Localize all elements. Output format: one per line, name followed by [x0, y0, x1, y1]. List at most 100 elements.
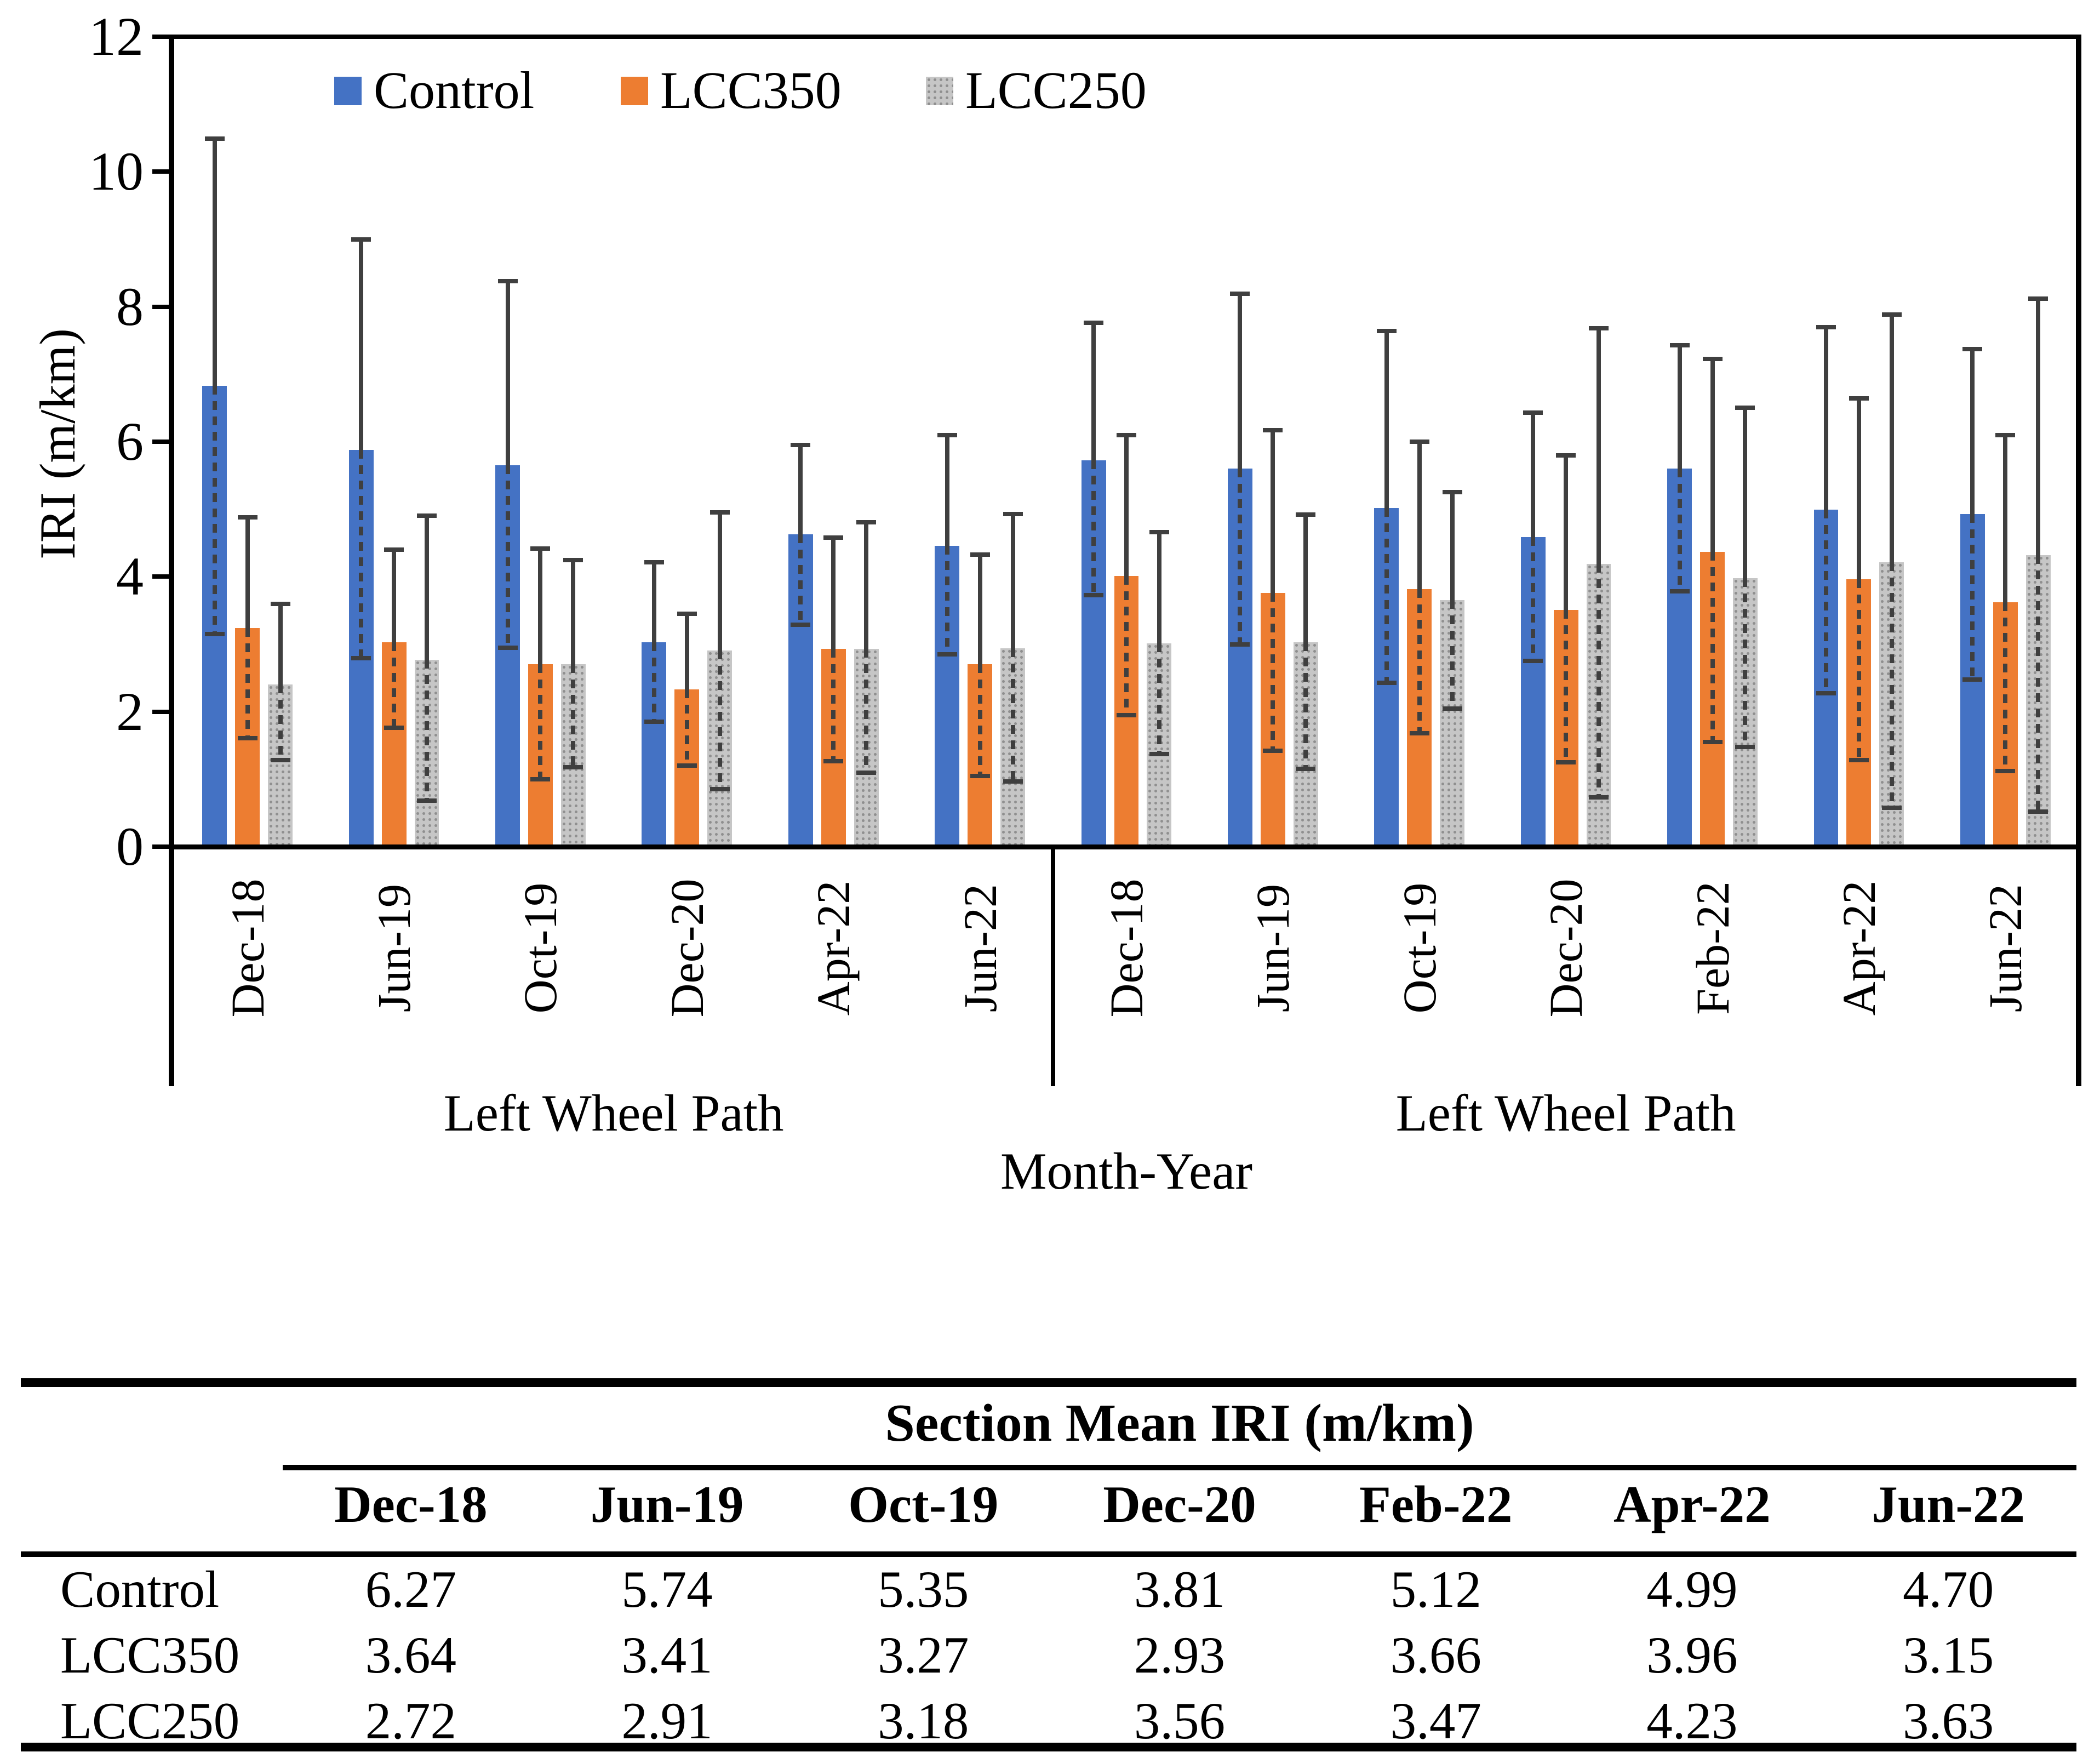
y-tick-label: 12 — [89, 6, 144, 67]
x-category-label-dec-18-s1: Dec-18 — [1100, 878, 1153, 1018]
error-bar-line-dashed — [538, 664, 543, 779]
error-bar-cap-bottom — [2028, 809, 2048, 814]
error-bar-line-dashed — [245, 627, 250, 738]
error-bar-line-dashed — [1597, 563, 1601, 798]
error-bar-cap-top — [791, 443, 811, 448]
error-bar-line — [1710, 358, 1715, 552]
error-bar-line-dashed — [212, 385, 217, 635]
error-bar-cap-bottom — [1442, 706, 1462, 711]
error-bar-cap-bottom — [1149, 752, 1169, 757]
error-bar-cap-top — [1296, 512, 1316, 517]
table-cell-lcc350-oct-19: 3.27 — [878, 1626, 969, 1684]
error-bar-line-dashed — [1010, 648, 1015, 781]
error-bar-line-dashed — [2036, 555, 2041, 812]
error-bar-line-dashed — [798, 534, 803, 625]
error-bar-cap-bottom — [677, 763, 697, 768]
error-bar-line-dashed — [1856, 579, 1861, 761]
error-bar-line — [571, 560, 576, 665]
error-bar-line — [1889, 315, 1894, 563]
error-bar-cap-top — [1117, 432, 1136, 437]
table-cell-control-apr-22: 4.99 — [1646, 1560, 1738, 1618]
bar-lcc250-s0-oct-19 — [560, 664, 586, 847]
error-bar-cap-bottom — [384, 726, 404, 731]
table-cell-control-oct-19: 5.35 — [878, 1560, 969, 1618]
error-bar-cap-bottom — [1523, 659, 1543, 664]
error-bar-line-dashed — [864, 649, 869, 773]
x-category-label-jun-22-s0: Jun-22 — [953, 883, 1006, 1013]
error-bar-line — [1743, 408, 1748, 578]
error-bar-cap-top — [1556, 453, 1576, 458]
error-bar-cap-bottom — [937, 652, 957, 657]
error-bar-cap-bottom — [1117, 712, 1136, 717]
error-bar-cap-bottom — [1962, 677, 1983, 682]
x-category-label-jun-19-s0: Jun-19 — [368, 883, 421, 1013]
error-bar-line-dashed — [1677, 469, 1682, 592]
error-bar-line — [945, 435, 949, 546]
error-bar-line — [1010, 513, 1015, 648]
plot-top-border — [169, 35, 2081, 39]
error-bar-cap-top — [416, 513, 437, 518]
table-row-label-control: Control — [60, 1560, 220, 1618]
error-bar-line-dashed — [359, 449, 364, 659]
error-bar-line — [505, 281, 510, 466]
error-bar-line — [1124, 435, 1129, 577]
error-bar-line — [1856, 398, 1861, 580]
x-category-label-dec-20-s1: Dec-20 — [1540, 878, 1593, 1018]
error-bar-cap-bottom — [1849, 758, 1869, 763]
error-bar-line-dashed — [717, 650, 722, 790]
table-row-label-lcc250: LCC250 — [60, 1692, 240, 1750]
error-bar-line — [1970, 349, 1975, 514]
bar-lcc250-s1-feb-22 — [1732, 578, 1758, 847]
error-bar-cap-bottom — [530, 777, 551, 781]
error-bar-line-dashed — [1303, 642, 1308, 769]
error-bar-line — [424, 516, 429, 660]
section-label-0: Left Wheel Path — [443, 1084, 784, 1142]
error-bar-cap-bottom — [1376, 680, 1397, 685]
error-bar-line — [1677, 345, 1682, 469]
table-cell-lcc350-dec-20: 2.93 — [1134, 1626, 1226, 1684]
table-cell-control-feb-22: 5.12 — [1390, 1560, 1481, 1618]
error-bar-cap-bottom — [1816, 691, 1836, 696]
legend-label-lcc350: LCC350 — [660, 61, 842, 119]
error-bar-line — [2036, 298, 2041, 555]
error-bar-line-dashed — [1157, 643, 1161, 755]
error-bar-line — [1271, 430, 1275, 593]
error-bar-cap-bottom — [497, 645, 518, 650]
table-row-label-lcc350: LCC350 — [60, 1626, 240, 1684]
table-cell-lcc250-jun-19: 2.91 — [621, 1692, 713, 1750]
error-bar-cap-bottom — [1296, 767, 1316, 772]
error-bar-cap-bottom — [1589, 795, 1609, 800]
error-bar-line — [831, 537, 836, 649]
error-bar-line-dashed — [424, 659, 429, 801]
x-category-label-apr-22-s0: Apr-22 — [807, 880, 860, 1016]
error-bar-cap-top — [937, 432, 957, 437]
error-bar-cap-top — [497, 278, 518, 283]
error-bar-line-dashed — [1970, 513, 1975, 680]
error-bar-line — [977, 554, 982, 665]
error-bar-line — [1597, 328, 1601, 564]
table-bottom-rule — [21, 1743, 2076, 1751]
table-cell-control-dec-18: 6.27 — [365, 1560, 456, 1618]
error-bar-line — [538, 548, 543, 665]
table-col-header-apr-22: Apr-22 — [1613, 1475, 1771, 1533]
error-bar-line-dashed — [977, 664, 982, 776]
error-bar-line-dashed — [505, 465, 510, 648]
table-col-header-feb-22: Feb-22 — [1359, 1475, 1513, 1533]
error-bar-cap-top — [1263, 428, 1283, 433]
error-bar-cap-bottom — [1881, 805, 1902, 810]
y-tick — [152, 844, 169, 849]
error-bar-line — [1091, 323, 1096, 461]
error-bar-line-dashed — [1238, 469, 1243, 644]
y-axis-line — [169, 35, 174, 1086]
error-bar-line — [392, 550, 397, 642]
y-tick — [152, 709, 169, 714]
error-bar-cap-bottom — [351, 656, 371, 661]
error-bar-line — [684, 614, 689, 689]
table-col-header-dec-18: Dec-18 — [334, 1475, 488, 1533]
x-category-label-oct-19-s0: Oct-19 — [514, 882, 567, 1014]
error-bar-cap-bottom — [1702, 740, 1723, 745]
error-bar-cap-top — [563, 557, 583, 562]
legend-label-control: Control — [374, 61, 535, 119]
table-col-header-dec-20: Dec-20 — [1103, 1475, 1256, 1533]
error-bar-cap-top — [351, 237, 371, 242]
